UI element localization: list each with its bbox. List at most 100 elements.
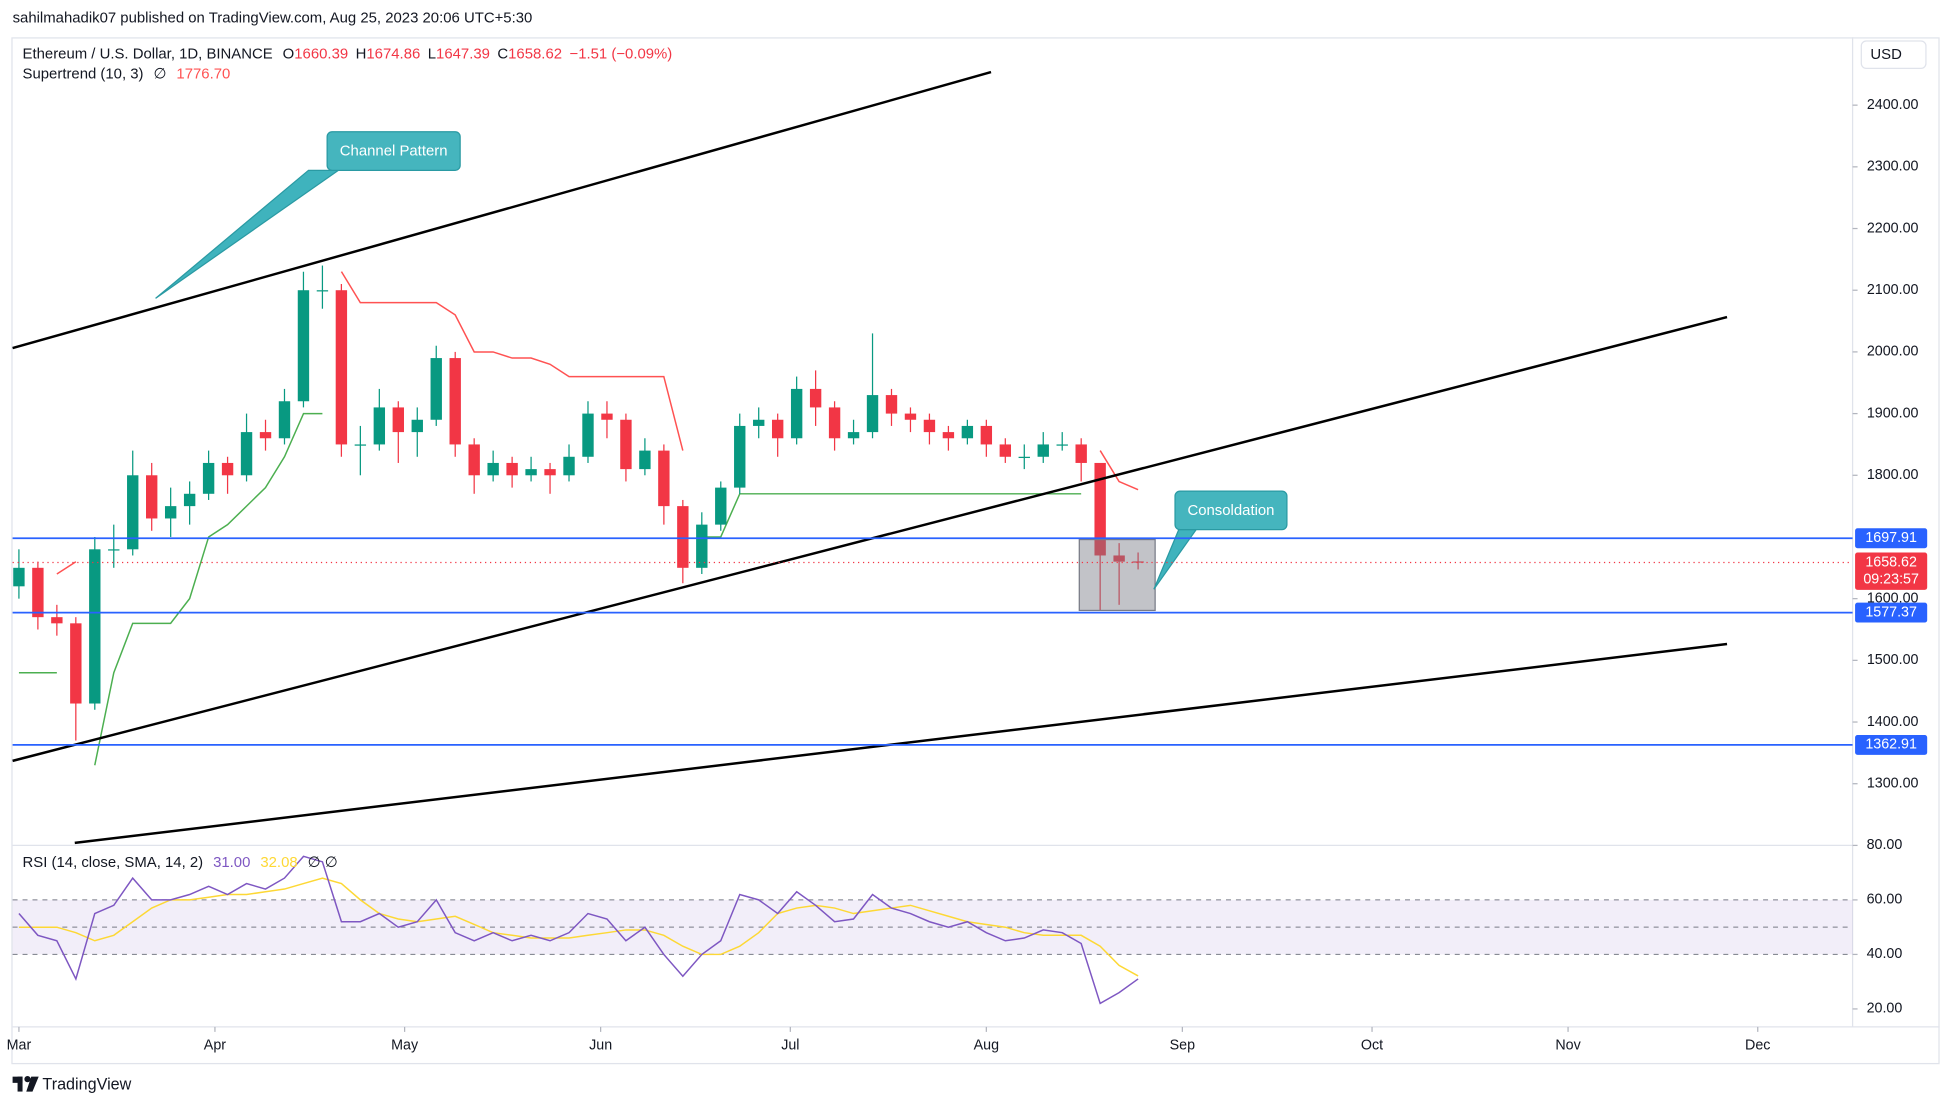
- ohlc-value: 1658.62: [508, 47, 562, 63]
- frame: [11, 37, 1940, 1065]
- legend: Ethereum / U.S. Dollar, 1D, BINANCE O1660…: [23, 47, 673, 63]
- candle-body: [1113, 555, 1125, 562]
- currency-button[interactable]: [1860, 40, 1927, 69]
- trendline: [12, 70, 992, 350]
- candle-body: [146, 475, 158, 519]
- candle-body: [1132, 561, 1144, 563]
- candle-body: [164, 506, 177, 519]
- y-tick-label: 1800.00: [1867, 467, 1919, 483]
- candle-body: [866, 395, 879, 433]
- rsi-symbols: ∅ ∅: [308, 855, 338, 871]
- x-tick-label: May: [391, 1037, 419, 1053]
- candle-body: [183, 493, 196, 507]
- ohlc-label: C: [497, 47, 508, 63]
- candle-body: [430, 358, 442, 420]
- callout: [326, 131, 461, 171]
- rsi-legend: RSI (14, close, SMA, 14, 2) 31.00 32.08 ∅ ∅: [23, 855, 338, 871]
- candle-body: [70, 623, 82, 704]
- ohlc-value: 1660.39: [294, 47, 348, 63]
- x-tick-label: Sep: [1170, 1037, 1195, 1053]
- callout: [1174, 490, 1288, 531]
- overlay: Mar Apr May Jun Jul Aug Sep Oct Nov Dec 1300.00 140…: [7, 47, 1928, 1053]
- candle-body: [1075, 444, 1087, 463]
- candle-body: [544, 469, 556, 476]
- rsi-title: RSI (14, close, SMA, 14, 2): [23, 855, 204, 871]
- candle-body: [734, 425, 746, 488]
- candle-body: [468, 444, 480, 476]
- x-tick-label: Apr: [204, 1037, 226, 1053]
- countdown: 09:23:57: [1863, 572, 1919, 588]
- candle-body: [316, 290, 329, 292]
- candle-body: [411, 419, 423, 433]
- candle-body: [89, 549, 101, 704]
- brand-name: TradingView: [42, 1076, 131, 1094]
- x-tick-label: Nov: [1555, 1037, 1581, 1053]
- indicator-symbol: ∅: [153, 67, 166, 83]
- candle-body: [885, 395, 898, 414]
- ohlc-label: H: [356, 47, 367, 63]
- plot: [12, 265, 1853, 1005]
- trendline: [74, 642, 1728, 845]
- y-tick-label: 2400.00: [1867, 97, 1919, 113]
- supertrend-line: [18, 412, 1082, 766]
- currency[interactable]: USD: [1870, 47, 1902, 63]
- callout-text: Channel Pattern: [340, 144, 448, 160]
- change: −1.51 (−0.09%): [570, 47, 673, 63]
- candle-body: [221, 462, 234, 476]
- legend-title: Ethereum / U.S. Dollar, 1D, BINANCE: [23, 47, 273, 63]
- candle-body: [108, 549, 120, 551]
- candle-body: [563, 456, 575, 476]
- candle-body: [127, 475, 139, 550]
- candle-body: [13, 567, 25, 587]
- y-tick-label: 1600.00: [1867, 590, 1919, 606]
- level-badge: [1855, 602, 1928, 623]
- logo: [26, 1076, 39, 1092]
- y-tick-label: 1400.00: [1867, 714, 1919, 730]
- consolidation-box: [1078, 538, 1156, 612]
- x-tick-label: Jul: [781, 1037, 799, 1053]
- y-tick-label: 1900.00: [1867, 405, 1919, 421]
- y-tick-label: 40.00: [1867, 946, 1903, 962]
- level-label: 1577.37: [1865, 604, 1917, 620]
- candle-body: [847, 432, 860, 439]
- ohlc-label: L: [428, 47, 436, 63]
- x-tick-label: Dec: [1745, 1037, 1770, 1053]
- candle-body: [790, 388, 803, 439]
- candle-body: [980, 425, 993, 445]
- indicator-legend: Supertrend (10, 3) ∅ 1776.70: [23, 67, 231, 83]
- level-label: 1362.91: [1865, 737, 1917, 753]
- y-tick-label: 60.00: [1867, 892, 1903, 908]
- candle-body: [601, 413, 613, 420]
- candle-body: [335, 290, 348, 445]
- candle-body: [828, 407, 841, 439]
- candle-body: [259, 432, 272, 439]
- y-tick-label: 20.00: [1867, 1001, 1903, 1017]
- x-tick-label: Mar: [7, 1037, 32, 1053]
- x-tick-label: Aug: [974, 1037, 999, 1053]
- candle-body: [753, 419, 765, 426]
- callout-text: Consoldation: [1187, 503, 1274, 519]
- level-label: 1697.91: [1865, 530, 1917, 546]
- candle-body: [51, 617, 63, 624]
- candle-body: [1018, 456, 1030, 459]
- y-tick-label: 2100.00: [1867, 282, 1919, 298]
- candle-body: [449, 358, 461, 445]
- x-tick-label: Jun: [589, 1037, 612, 1053]
- candle-body: [582, 413, 594, 457]
- candle-body: [923, 419, 936, 433]
- candle-body: [354, 444, 367, 446]
- candle-body: [771, 419, 784, 439]
- y-tick-label: 2000.00: [1867, 344, 1919, 360]
- rsi-value: 31.00: [213, 855, 250, 871]
- candle-body: [392, 407, 404, 433]
- ohlc-label: O: [283, 47, 295, 63]
- candle-body: [240, 432, 253, 476]
- candle-body: [658, 450, 670, 507]
- indicator-value: 1776.70: [176, 67, 230, 83]
- candle-body: [696, 524, 708, 568]
- indicator-name: Supertrend (10, 3): [23, 67, 144, 83]
- publisher: sahilmahadik07 published on TradingView.…: [13, 11, 533, 27]
- candle-body: [1037, 444, 1049, 457]
